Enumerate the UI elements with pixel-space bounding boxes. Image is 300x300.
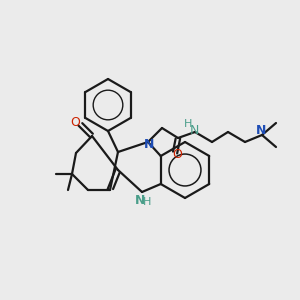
Text: H: H xyxy=(143,197,151,207)
Text: N: N xyxy=(256,124,266,136)
Text: O: O xyxy=(70,116,80,128)
Text: N: N xyxy=(135,194,145,206)
Text: N: N xyxy=(144,137,154,151)
Text: H: H xyxy=(184,119,192,129)
Text: O: O xyxy=(172,148,182,161)
Text: N: N xyxy=(189,124,199,136)
